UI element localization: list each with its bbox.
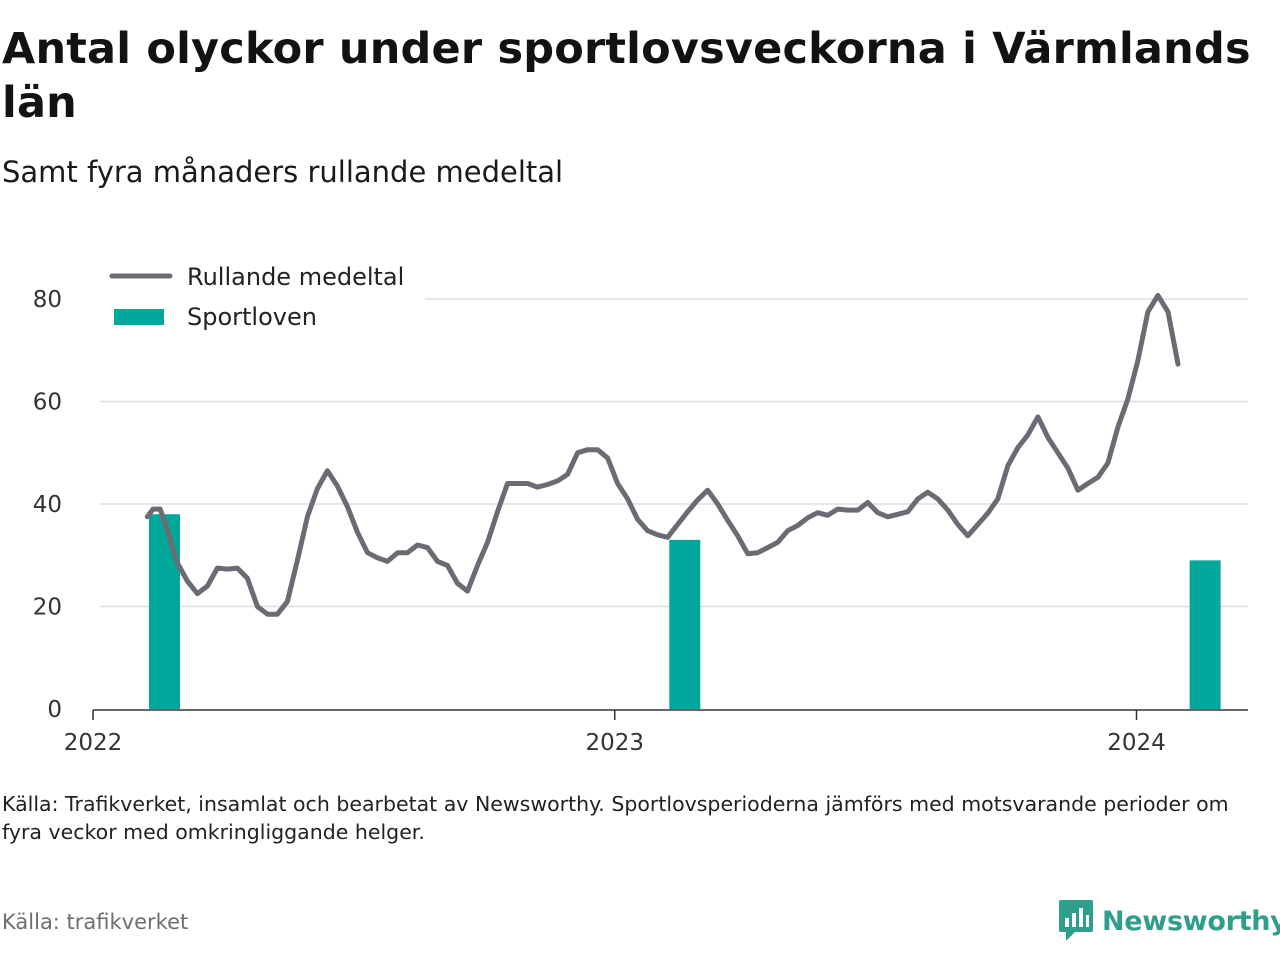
legend: Rullande medeltal Sportloven — [100, 258, 425, 342]
legend-background — [100, 258, 425, 342]
source-note: Källa: trafikverket — [2, 910, 189, 934]
bar-sportloven-2 — [1189, 560, 1221, 709]
bars — [148, 514, 1221, 709]
y-tick-label-40: 40 — [33, 492, 62, 518]
brand-logo: Newsworthy — [1058, 898, 1280, 944]
y-tick-label-80: 80 — [33, 287, 62, 313]
x-axis: 2022 2023 2024 — [64, 709, 1248, 756]
y-tick-label-0: 0 — [47, 697, 62, 723]
grid-lines: 0 20 40 60 80 — [33, 287, 1248, 723]
legend-label-sportloven: Sportloven — [187, 303, 317, 331]
brand-name: Newsworthy — [1102, 905, 1280, 937]
bar-sportloven-1 — [669, 539, 701, 709]
legend-bar-swatch — [114, 309, 164, 325]
y-tick-label-60: 60 — [33, 390, 62, 416]
newsworthy-logo-icon — [1059, 900, 1093, 941]
y-tick-label-20: 20 — [33, 595, 62, 621]
x-tick-label-2023: 2023 — [585, 730, 644, 756]
bar-sportloven-0 — [148, 514, 180, 709]
chart-subtitle: Samt fyra månaders rullande medeltal — [2, 155, 564, 189]
chart-caption: Källa: Trafikverket, insamlat och bearbe… — [2, 792, 1229, 844]
legend-label-rullande: Rullande medeltal — [187, 263, 404, 291]
x-tick-label-2022: 2022 — [64, 730, 123, 756]
line-series — [144, 292, 1181, 617]
x-tick-label-2024: 2024 — [1107, 730, 1166, 756]
chart-title: Antal olyckor under sportlovsveckorna i … — [2, 24, 1251, 128]
line-rullande-medeltal — [144, 292, 1181, 617]
